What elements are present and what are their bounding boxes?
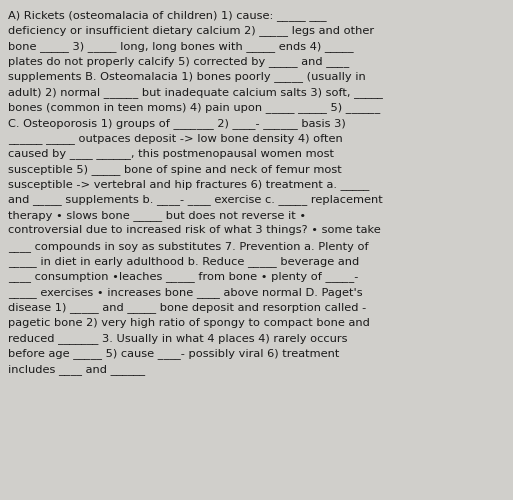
Text: ______ _____ outpaces deposit -> low bone density 4) often: ______ _____ outpaces deposit -> low bon… — [8, 133, 343, 144]
Text: susceptible -> vertebral and hip fractures 6) treatment a. _____: susceptible -> vertebral and hip fractur… — [8, 179, 369, 190]
Text: ____ compounds in soy as substitutes 7. Prevention a. Plenty of: ____ compounds in soy as substitutes 7. … — [8, 240, 369, 252]
Text: controversial due to increased risk of what 3 things? • some take: controversial due to increased risk of w… — [8, 225, 381, 235]
Text: susceptible 5) _____ bone of spine and neck of femur most: susceptible 5) _____ bone of spine and n… — [8, 164, 342, 174]
Text: therapy • slows bone _____ but does not reverse it •: therapy • slows bone _____ but does not … — [8, 210, 306, 221]
Text: deficiency or insufficient dietary calcium 2) _____ legs and other: deficiency or insufficient dietary calci… — [8, 26, 374, 36]
Text: plates do not properly calcify 5) corrected by _____ and ____: plates do not properly calcify 5) correc… — [8, 56, 349, 67]
Text: caused by ____ ______, this postmenopausal women most: caused by ____ ______, this postmenopaus… — [8, 148, 334, 160]
Text: _____ exercises • increases bone ____ above normal D. Paget's: _____ exercises • increases bone ____ ab… — [8, 287, 363, 298]
Text: ____ consumption •leaches _____ from bone • plenty of _____-: ____ consumption •leaches _____ from bon… — [8, 272, 359, 282]
Text: _____ in diet in early adulthood b. Reduce _____ beverage and: _____ in diet in early adulthood b. Redu… — [8, 256, 359, 267]
Text: pagetic bone 2) very high ratio of spongy to compact bone and: pagetic bone 2) very high ratio of spong… — [8, 318, 370, 328]
Text: C. Osteoporosis 1) groups of _______ 2) ____- ______ basis 3): C. Osteoporosis 1) groups of _______ 2) … — [8, 118, 346, 128]
Text: includes ____ and ______: includes ____ and ______ — [8, 364, 145, 374]
Text: bones (common in teen moms) 4) pain upon _____ _____ 5) ______: bones (common in teen moms) 4) pain upon… — [8, 102, 380, 113]
Text: supplements B. Osteomalacia 1) bones poorly _____ (usually in: supplements B. Osteomalacia 1) bones poo… — [8, 72, 366, 83]
Text: bone _____ 3) _____ long, long bones with _____ ends 4) _____: bone _____ 3) _____ long, long bones wit… — [8, 41, 353, 51]
Text: disease 1) _____ and _____ bone deposit and resorption called -: disease 1) _____ and _____ bone deposit … — [8, 302, 366, 313]
Text: before age _____ 5) cause ____- possibly viral 6) treatment: before age _____ 5) cause ____- possibly… — [8, 348, 340, 359]
Text: reduced _______ 3. Usually in what 4 places 4) rarely occurs: reduced _______ 3. Usually in what 4 pla… — [8, 333, 347, 344]
Text: and _____ supplements b. ____- ____ exercise c. _____ replacement: and _____ supplements b. ____- ____ exer… — [8, 194, 383, 205]
Text: A) Rickets (osteomalacia of children) 1) cause: _____ ___: A) Rickets (osteomalacia of children) 1)… — [8, 10, 327, 21]
Text: adult) 2) normal ______ but inadequate calcium salts 3) soft, _____: adult) 2) normal ______ but inadequate c… — [8, 87, 383, 98]
